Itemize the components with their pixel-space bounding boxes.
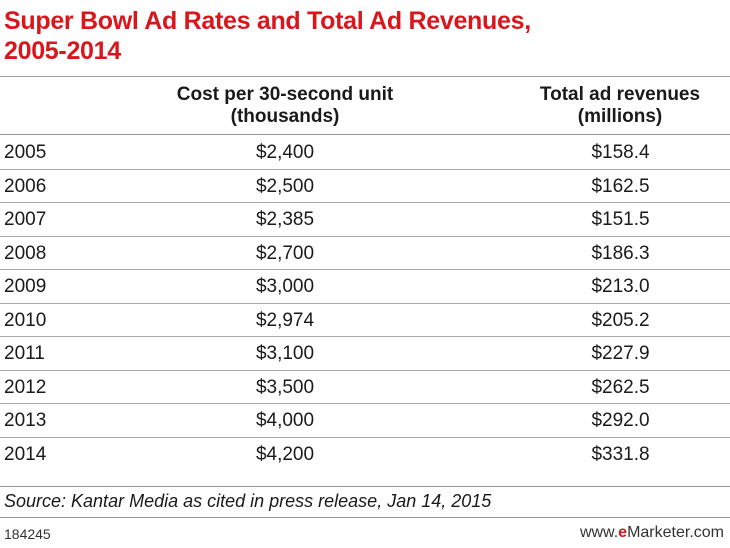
table-row: 2005 $2,400 $158.4 [0, 136, 730, 170]
year-cell: 2012 [4, 376, 47, 398]
column-header-cost-line-2: (thousands) [230, 106, 340, 127]
cost-cell: $3,500 [255, 376, 315, 398]
revenue-cell: $205.2 [591, 309, 650, 331]
table-row: 2012 $3,500 $262.5 [0, 371, 730, 404]
brand-e: e [618, 524, 628, 541]
footer-top-rule [0, 517, 730, 518]
cost-cell: $4,000 [255, 410, 315, 431]
revenue-cell: $186.3 [591, 242, 650, 264]
year-cell: 2009 [4, 276, 47, 297]
cost-cell: $4,200 [255, 443, 315, 465]
revenue-cell: $162.5 [591, 175, 650, 197]
table-row: 2013 $4,000 $292.0 [0, 404, 730, 438]
brand-suffix: Marketer.com [627, 524, 724, 541]
revenue-cell: $331.8 [591, 443, 650, 465]
revenue-cell: $158.4 [591, 142, 650, 163]
chart-title: Super Bowl Ad Rates and Total Ad Revenue… [4, 6, 704, 66]
revenue-cell: $213.0 [591, 276, 650, 297]
column-header-revenue: Total ad revenues (millions) [515, 84, 725, 128]
chart-title-line-1: Super Bowl Ad Rates and Total Ad Revenue… [4, 7, 531, 35]
cost-cell: $2,700 [255, 242, 315, 264]
emarketer-logo: www.eMarketer.com [580, 523, 724, 543]
chart-title-line-2: 2005-2014 [4, 37, 121, 65]
table-row: 2011 $3,100 $227.9 [0, 337, 730, 371]
table-row: 2009 $3,000 $213.0 [0, 270, 730, 304]
cost-cell: $3,000 [255, 276, 315, 297]
table-body: 2005 $2,400 $158.4 2006 $2,500 $162.5 2007 $2,3… [0, 136, 730, 471]
year-cell: 2010 [4, 309, 47, 331]
column-header-revenue-line-1: Total ad revenues [539, 84, 701, 105]
table-row: 2010 $2,974 $205.2 [0, 304, 730, 337]
brand-prefix: www. [579, 524, 619, 541]
revenue-cell: $151.5 [591, 209, 650, 230]
year-cell: 2007 [4, 209, 47, 230]
table-row: 2006 $2,500 $162.5 [0, 170, 730, 203]
column-header-cost: Cost per 30-second unit (thousands) [150, 84, 420, 128]
table-row: 2014 $4,200 $331.8 [0, 438, 730, 472]
year-cell: 2014 [4, 443, 47, 465]
year-cell: 2011 [4, 343, 45, 364]
table-row: 2007 $2,385 $151.5 [0, 203, 730, 237]
header-bottom-rule [0, 134, 730, 135]
cost-cell: $2,385 [255, 209, 315, 230]
year-cell: 2005 [4, 142, 47, 163]
revenue-cell: $227.9 [591, 343, 650, 364]
cost-cell: $2,400 [255, 142, 315, 163]
cost-cell: $2,500 [255, 175, 315, 197]
column-header-revenue-line-2: (millions) [577, 106, 663, 127]
source-top-rule [0, 486, 730, 487]
header-top-rule [0, 76, 730, 77]
cost-cell: $3,100 [255, 343, 315, 364]
table-row: 2008 $2,700 $186.3 [0, 237, 730, 270]
year-cell: 2008 [4, 242, 47, 264]
year-cell: 2013 [4, 410, 47, 431]
source-note: Source: Kantar Media as cited in press r… [4, 491, 492, 511]
year-cell: 2006 [4, 175, 47, 197]
chart-id: 184245 [4, 526, 51, 542]
cost-cell: $2,974 [255, 309, 315, 331]
revenue-cell: $292.0 [591, 410, 650, 431]
revenue-cell: $262.5 [591, 376, 650, 398]
column-header-cost-line-1: Cost per 30-second unit [176, 84, 394, 105]
